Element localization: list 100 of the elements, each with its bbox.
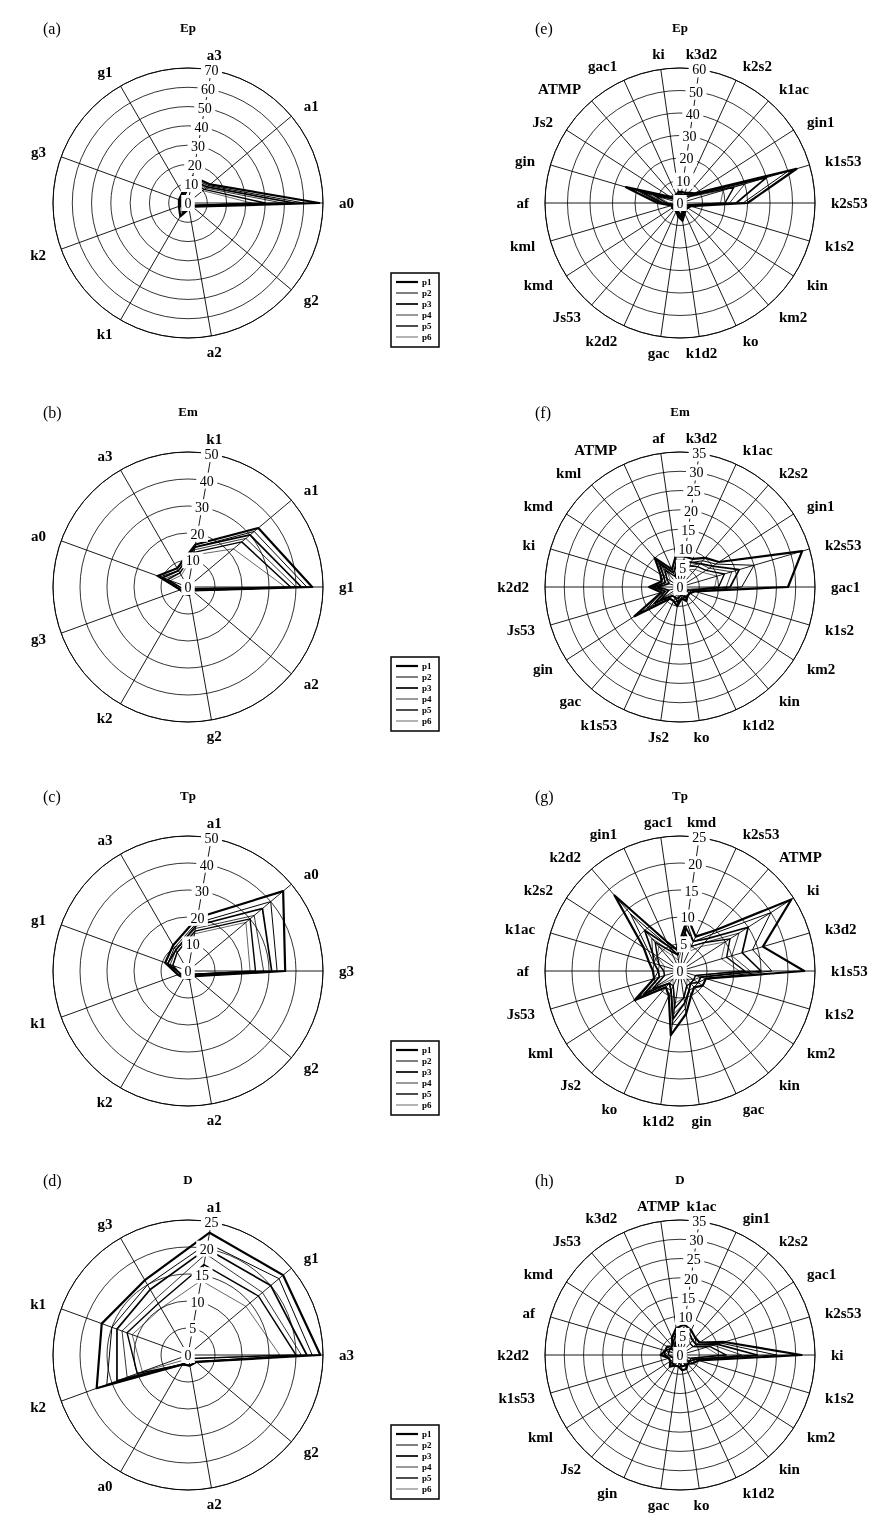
y-tick-label: 5: [679, 560, 687, 576]
y-tick-label: 35: [692, 446, 707, 462]
spoke-label: Js53: [552, 1233, 582, 1250]
y-tick-label: 15: [195, 1268, 210, 1284]
y-tick-label: 20: [679, 151, 694, 167]
spoke-label: g3: [339, 963, 354, 980]
spoke-label: af: [522, 1304, 537, 1321]
spoke-label: Js2: [560, 1077, 582, 1094]
y-tick-label: 60: [692, 62, 707, 78]
spoke-label: ATMP: [778, 849, 822, 866]
spoke-label: k3d2: [685, 429, 718, 446]
legend-label: p2: [422, 288, 433, 299]
y-tick-label: 10: [185, 937, 200, 953]
chart-title: Ep: [180, 20, 196, 35]
spoke-label: kmd: [686, 813, 717, 830]
spoke-label: Js53: [506, 1005, 536, 1022]
spoke-label: a0: [31, 527, 47, 544]
spoke-label: ki: [831, 1347, 844, 1364]
legend-label: p1: [422, 1045, 433, 1056]
spoke-label: ko: [601, 1100, 618, 1117]
chart-title: Tp: [180, 788, 196, 803]
y-tick-label: 40: [194, 119, 209, 135]
spoke-label: k1: [30, 1295, 47, 1312]
y-tick-label: 25: [692, 830, 707, 846]
y-tick-label: 50: [197, 100, 212, 116]
spoke-label: k2s53: [824, 1304, 862, 1321]
spoke-label: kmd: [523, 1265, 554, 1282]
spoke-label: gin1: [742, 1209, 771, 1226]
legend-label: p3: [422, 683, 433, 694]
legend-label: p6: [422, 1484, 433, 1495]
text: (f): [535, 404, 551, 422]
spoke-label: k2s2: [523, 881, 553, 898]
y-tick-label: 30: [689, 465, 704, 481]
spoke-label: k3d2: [685, 45, 718, 62]
y-tick-label: 10: [680, 910, 695, 926]
spoke-label: k2d2: [497, 1347, 529, 1364]
y-tick-label: 40: [199, 857, 214, 873]
spoke-label: g3: [97, 1216, 113, 1233]
spoke-label: Js2: [532, 113, 553, 130]
chart-title: D: [675, 1172, 685, 1187]
spoke-label: gac1: [588, 57, 618, 74]
spoke-label: k2s53: [742, 825, 780, 842]
spoke-label: gac: [647, 1496, 670, 1513]
spoke-label: Js2: [560, 1461, 582, 1478]
spoke-label: a3: [339, 1347, 354, 1364]
spoke-label: ko: [693, 728, 710, 745]
y-tick-label: 10: [190, 1294, 205, 1310]
spoke-label: k1s53: [580, 716, 618, 733]
spoke-label: a1: [303, 98, 319, 115]
legend-label: p4: [422, 1078, 433, 1089]
spoke-label: af: [652, 429, 666, 446]
legend-label: p4: [422, 694, 433, 705]
y-tick-label: 30: [195, 884, 210, 900]
spoke-label: k2: [30, 1398, 47, 1415]
text: (e): [535, 20, 553, 38]
text: (g): [535, 788, 554, 806]
y-tick-label: 10: [678, 541, 693, 557]
spoke-label: k1ac: [505, 920, 536, 937]
y-tick-label: 0: [676, 195, 684, 211]
spoke-label: g1: [97, 64, 113, 81]
y-tick-label: 50: [204, 830, 219, 846]
spoke-label: gin1: [589, 825, 618, 842]
spoke-label: a2: [206, 1111, 222, 1128]
spoke-label: k1s2: [824, 1389, 855, 1406]
spoke-label: a0: [303, 866, 319, 883]
y-tick-label: 40: [685, 106, 700, 122]
text: (b): [43, 404, 62, 422]
legend-label: p5: [422, 1089, 433, 1100]
spoke-label: k3d2: [585, 1209, 618, 1226]
spoke-label: gac1: [643, 813, 674, 830]
spoke-label: k1d2: [685, 344, 718, 361]
legend-label: p1: [422, 1429, 433, 1440]
spoke-label: gac: [647, 344, 670, 361]
y-tick-label: 30: [689, 1233, 704, 1249]
spoke-label: k1ac: [742, 441, 774, 458]
spoke-label: a2: [303, 676, 319, 693]
spoke-label: k1s53: [831, 963, 868, 980]
spoke-label: gac1: [807, 1265, 837, 1282]
spoke-label: k3d2: [824, 920, 857, 937]
spoke-label: g1: [339, 579, 354, 596]
y-tick-label: 25: [686, 1252, 701, 1268]
spoke-label: g2: [303, 1060, 319, 1077]
spoke-label: a1: [206, 814, 222, 831]
y-tick-label: 10: [676, 173, 691, 189]
y-tick-label: 10: [185, 553, 200, 569]
y-tick-label: 30: [682, 129, 697, 145]
spoke-label: kml: [510, 237, 536, 254]
spoke-label: kin: [807, 276, 829, 293]
spoke-label: k1s2: [824, 237, 855, 254]
spoke-label: km2: [807, 660, 836, 677]
spoke-label: ATMP: [636, 1197, 681, 1214]
y-tick-label: 15: [681, 522, 696, 538]
y-tick-label: 0: [184, 579, 192, 595]
y-tick-label: 0: [676, 1347, 684, 1363]
spoke-label: gin: [597, 1484, 618, 1501]
y-tick-label: 20: [187, 157, 202, 173]
y-tick-label: 40: [199, 473, 214, 489]
spoke-label: k2: [30, 246, 47, 263]
y-tick-label: 5: [679, 1328, 687, 1344]
y-tick-label: 15: [684, 883, 699, 899]
